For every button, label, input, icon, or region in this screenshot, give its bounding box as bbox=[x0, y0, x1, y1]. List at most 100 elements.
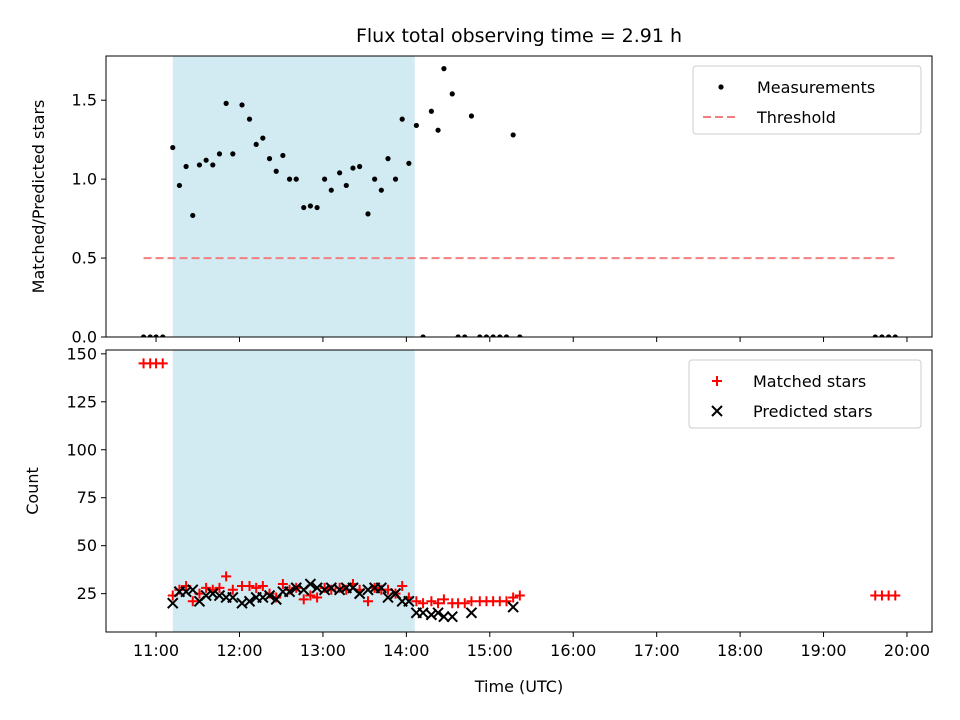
bottom-legend-predicted-stars-swatch bbox=[711, 405, 723, 417]
bottom-series-matched-stars-point bbox=[312, 592, 323, 603]
top-panel: 0.0 0.5 1.0 1.5 Matched/Predicted stars Flux … bbox=[29, 25, 933, 347]
bottom-series-matched-stars-point bbox=[257, 580, 268, 591]
top-axes-frame bbox=[105, 55, 933, 338]
bottom-series-predicted-stars-point bbox=[325, 582, 337, 594]
top-series-measurements-point bbox=[441, 66, 447, 72]
top-series-measurements-point bbox=[230, 151, 236, 157]
top-series-measurements-point bbox=[260, 135, 266, 141]
bottom-axes-frame bbox=[105, 349, 933, 633]
bottom-series-predicted-stars-point bbox=[382, 591, 394, 604]
bottom-series-predicted-stars-point bbox=[283, 586, 296, 598]
top-y-tick-label: 0.5 bbox=[72, 249, 97, 268]
bottom-series-matched-stars-point bbox=[221, 571, 232, 582]
bottom-legend-matched-stars-swatch bbox=[712, 376, 722, 386]
x-tick-label: 15:00 bbox=[467, 641, 513, 660]
bottom-series-predicted-stars-point bbox=[318, 584, 331, 596]
top-series-measurements-point bbox=[872, 334, 878, 337]
top-series-measurements-point bbox=[170, 144, 176, 151]
top-series-measurements-point bbox=[490, 334, 496, 337]
top-series-measurements-point bbox=[293, 176, 299, 182]
top-y-tick-label: 0.0 bbox=[72, 328, 97, 347]
top-series-measurements-point bbox=[477, 334, 483, 337]
bottom-series-predicted-stars-point bbox=[207, 587, 219, 600]
top-series-measurements-point bbox=[246, 116, 253, 122]
top-series-measurements-point bbox=[517, 334, 523, 337]
top-series-measurements-point bbox=[372, 176, 378, 182]
top-series-measurements-point bbox=[462, 334, 468, 337]
top-legend: Measurements Threshold bbox=[692, 65, 922, 135]
bottom-series-predicted-stars-point bbox=[167, 597, 179, 609]
bottom-series-predicted-stars-point bbox=[417, 607, 429, 619]
x-tick-label: 20:00 bbox=[884, 641, 930, 660]
top-series-measurements-point bbox=[253, 141, 259, 148]
bottom-series-matched-stars-point bbox=[298, 594, 309, 605]
top-series-measurements-point bbox=[301, 204, 307, 211]
top-series-measurements-point bbox=[343, 182, 349, 189]
top-data-layer bbox=[140, 66, 898, 337]
top-series-measurements-point bbox=[435, 127, 441, 133]
top-series-measurements-point bbox=[449, 91, 455, 97]
top-legend-threshold-label: Threshold bbox=[756, 108, 836, 127]
top-series-measurements-point bbox=[147, 334, 153, 337]
x-tick-label: 18:00 bbox=[717, 641, 763, 660]
top-series-measurements-point bbox=[216, 151, 223, 157]
top-series-measurements-point bbox=[140, 334, 147, 337]
bottom-series-predicted-stars-point bbox=[227, 591, 239, 604]
bottom-series-predicted-stars-point bbox=[353, 587, 366, 600]
top-y-tick-label: 1.5 bbox=[72, 91, 97, 110]
top-series-measurements-point bbox=[879, 334, 885, 337]
bottom-series-matched-stars-point bbox=[433, 598, 444, 609]
top-series-measurements-point bbox=[886, 334, 892, 337]
bottom-y-tick-label: 100 bbox=[66, 440, 97, 459]
top-series-measurements-point bbox=[239, 102, 245, 108]
bottom-series-predicted-stars-point bbox=[507, 601, 519, 613]
x-tick-label: 11:00 bbox=[133, 641, 179, 660]
x-tick-label: 13:00 bbox=[300, 641, 346, 660]
top-legend-box bbox=[692, 65, 922, 135]
bottom-series-predicted-stars-point bbox=[333, 584, 346, 596]
bottom-data-layer bbox=[138, 358, 901, 623]
top-series-measurements-point bbox=[337, 170, 343, 176]
bottom-series-matched-stars-point bbox=[334, 582, 345, 593]
top-legend-measurements-swatch bbox=[718, 84, 724, 90]
x-tick-label: 19:00 bbox=[800, 641, 846, 660]
bottom-series-matched-stars-point bbox=[271, 592, 282, 603]
bottom-series-matched-stars-point bbox=[466, 596, 477, 607]
top-series-measurements-point bbox=[385, 156, 391, 162]
bottom-series-matched-stars-point bbox=[305, 590, 316, 601]
bottom-y-tick-label: 50 bbox=[77, 536, 97, 555]
top-series-measurements-point bbox=[183, 163, 189, 170]
bottom-series-predicted-stars-point bbox=[425, 609, 438, 621]
bottom-series-matched-stars-point bbox=[890, 590, 901, 601]
top-series-measurements-point bbox=[153, 334, 159, 337]
top-series-measurements-point bbox=[483, 334, 490, 337]
bottom-series-predicted-stars-point bbox=[263, 589, 276, 602]
bottom-legend-predicted-stars-label: Predicted stars bbox=[753, 402, 873, 421]
bottom-y-tick-label: 125 bbox=[66, 392, 97, 411]
bottom-series-matched-stars-point bbox=[326, 584, 337, 595]
top-y-tick-label: 1.0 bbox=[72, 170, 97, 189]
top-series-measurements-point bbox=[190, 212, 196, 219]
bottom-series-matched-stars-point bbox=[459, 598, 470, 609]
bottom-panel: 25 50 75 100 125 150 11:00 12:00 13:00 14:00 15:00… bbox=[23, 344, 933, 696]
bottom-series-predicted-stars-point bbox=[375, 582, 388, 594]
bottom-y-axis-label: Count bbox=[23, 467, 42, 515]
bottom-series-predicted-stars-point bbox=[438, 610, 450, 623]
top-legend-measurements-label: Measurements bbox=[757, 78, 875, 97]
bottom-series-predicted-stars-point bbox=[465, 607, 478, 619]
top-series-measurements-point bbox=[497, 334, 503, 337]
top-series-measurements-point bbox=[399, 116, 405, 122]
bottom-y-tick-label: 75 bbox=[77, 488, 97, 507]
bottom-series-matched-stars-point bbox=[187, 596, 198, 607]
top-series-measurements-point bbox=[406, 160, 412, 166]
x-tick-label: 14:00 bbox=[383, 641, 429, 660]
bottom-series-matched-stars-point bbox=[397, 580, 408, 591]
bottom-series-matched-stars-point bbox=[508, 592, 519, 603]
top-series-measurements-point bbox=[468, 113, 475, 119]
bottom-y-tick-label: 150 bbox=[66, 344, 97, 363]
top-series-measurements-point bbox=[892, 334, 898, 337]
bottom-series-matched-stars-point bbox=[277, 579, 288, 590]
bottom-legend: Matched stars Predicted stars bbox=[688, 359, 922, 429]
bottom-series-predicted-stars-point bbox=[243, 595, 256, 608]
